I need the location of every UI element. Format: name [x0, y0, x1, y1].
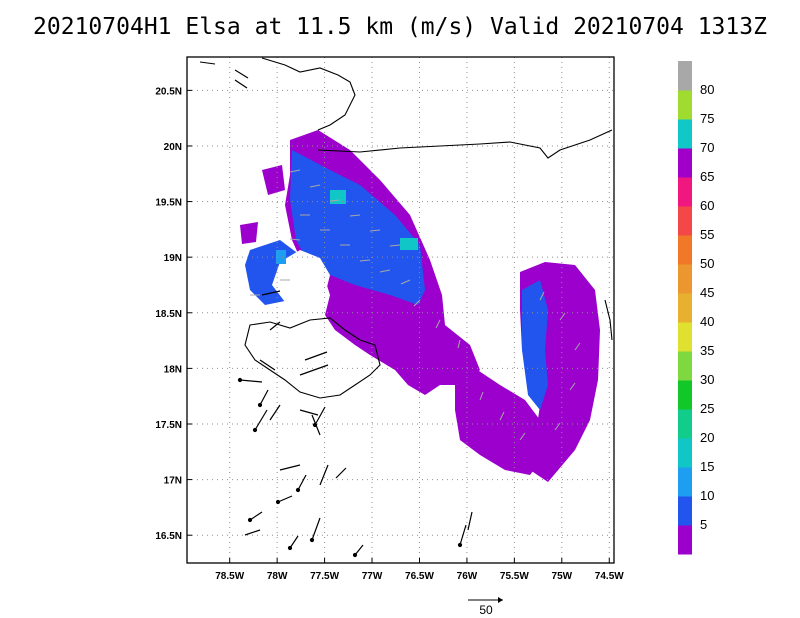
storm-eye	[272, 250, 330, 305]
colorbar-label: 5	[700, 517, 707, 532]
plot-frame	[186, 56, 615, 564]
colorbar-segment	[678, 322, 692, 352]
reference-vector-legend: 50	[468, 597, 503, 617]
colorbar-label: 35	[700, 343, 714, 358]
lon-tick-label: 75.5W	[500, 571, 529, 582]
colorbar-segment	[678, 351, 692, 381]
lat-tick-label: 19N	[164, 253, 182, 264]
wind-vectors	[250, 169, 581, 441]
wind-region-west-spot	[262, 165, 285, 195]
colorbar-segment	[678, 119, 692, 149]
wind-barbs	[234, 79, 473, 558]
lat-tick-label: 17N	[164, 476, 182, 487]
colorbar-segment	[678, 438, 692, 468]
reference-vector-label: 50	[479, 603, 493, 617]
wind-region-west-spot2	[240, 222, 258, 244]
lat-tick-label: 19.5N	[155, 198, 182, 209]
colorbar-segment	[678, 177, 692, 207]
longitude-tick-labels: 78.5W 78W 77.5W 77W 76.5W 76W 75.5W 75W 74.5W	[215, 558, 624, 582]
lon-tick-label: 76.5W	[405, 571, 434, 582]
wind-region-east-inner	[522, 280, 548, 410]
colorbar-label: 55	[700, 227, 714, 242]
lon-tick-label: 75W	[552, 571, 573, 582]
colorbar-label: 70	[700, 140, 714, 155]
colorbar-label: 40	[700, 314, 714, 329]
lat-tick-label: 17.5N	[155, 420, 182, 431]
wind-field-layer	[240, 130, 600, 482]
coastline	[199, 57, 613, 399]
lon-tick-label: 77.5W	[310, 571, 339, 582]
lon-tick-label: 76W	[457, 571, 478, 582]
colorbar: 5 10 15 20 25 30 35 40 45 50 55 60 65 70 75 80	[678, 61, 714, 555]
colorbar-label: 60	[700, 198, 714, 213]
map-gridlines	[187, 57, 614, 563]
colorbar-segment	[678, 496, 692, 526]
colorbar-label: 30	[700, 372, 714, 387]
colorbar-label: 45	[700, 285, 714, 300]
colorbar-label: 10	[700, 488, 714, 503]
lon-tick-label: 78W	[267, 571, 288, 582]
lat-tick-label: 16.5N	[155, 531, 182, 542]
lon-tick-label: 77W	[362, 571, 383, 582]
latitude-tick-labels: 20.5N 20N 19.5N 19N 18.5N 18N 17.5N 17N 16.5N	[155, 86, 192, 542]
colorbar-segment	[678, 380, 692, 410]
colorbar-label: 20	[700, 430, 714, 445]
colorbar-segment	[678, 293, 692, 323]
colorbar-label: 15	[700, 459, 714, 474]
colorbar-label: 25	[700, 401, 714, 416]
wind-region-south	[455, 355, 545, 475]
plot-title: 20210704H1 Elsa at 11.5 km (m/s) Valid 2…	[33, 14, 767, 40]
colorbar-segment	[678, 206, 692, 236]
lat-tick-label: 20N	[164, 142, 182, 153]
colorbar-segment	[678, 525, 692, 555]
colorbar-label: 80	[700, 82, 714, 97]
lon-tick-label: 74.5W	[595, 571, 624, 582]
colorbar-label: 50	[700, 256, 714, 271]
colorbar-segment	[678, 409, 692, 439]
colorbar-segment	[678, 61, 692, 91]
lat-tick-label: 18.5N	[155, 309, 182, 320]
colorbar-segment	[678, 90, 692, 120]
lat-tick-label: 18N	[164, 364, 182, 375]
colorbar-segment	[678, 148, 692, 178]
colorbar-segment	[678, 467, 692, 497]
colorbar-label: 65	[700, 169, 714, 184]
lon-tick-label: 78.5W	[215, 571, 244, 582]
colorbar-segment	[678, 235, 692, 265]
colorbar-label: 75	[700, 111, 714, 126]
colorbar-segment	[678, 264, 692, 294]
lat-tick-label: 20.5N	[155, 86, 182, 97]
